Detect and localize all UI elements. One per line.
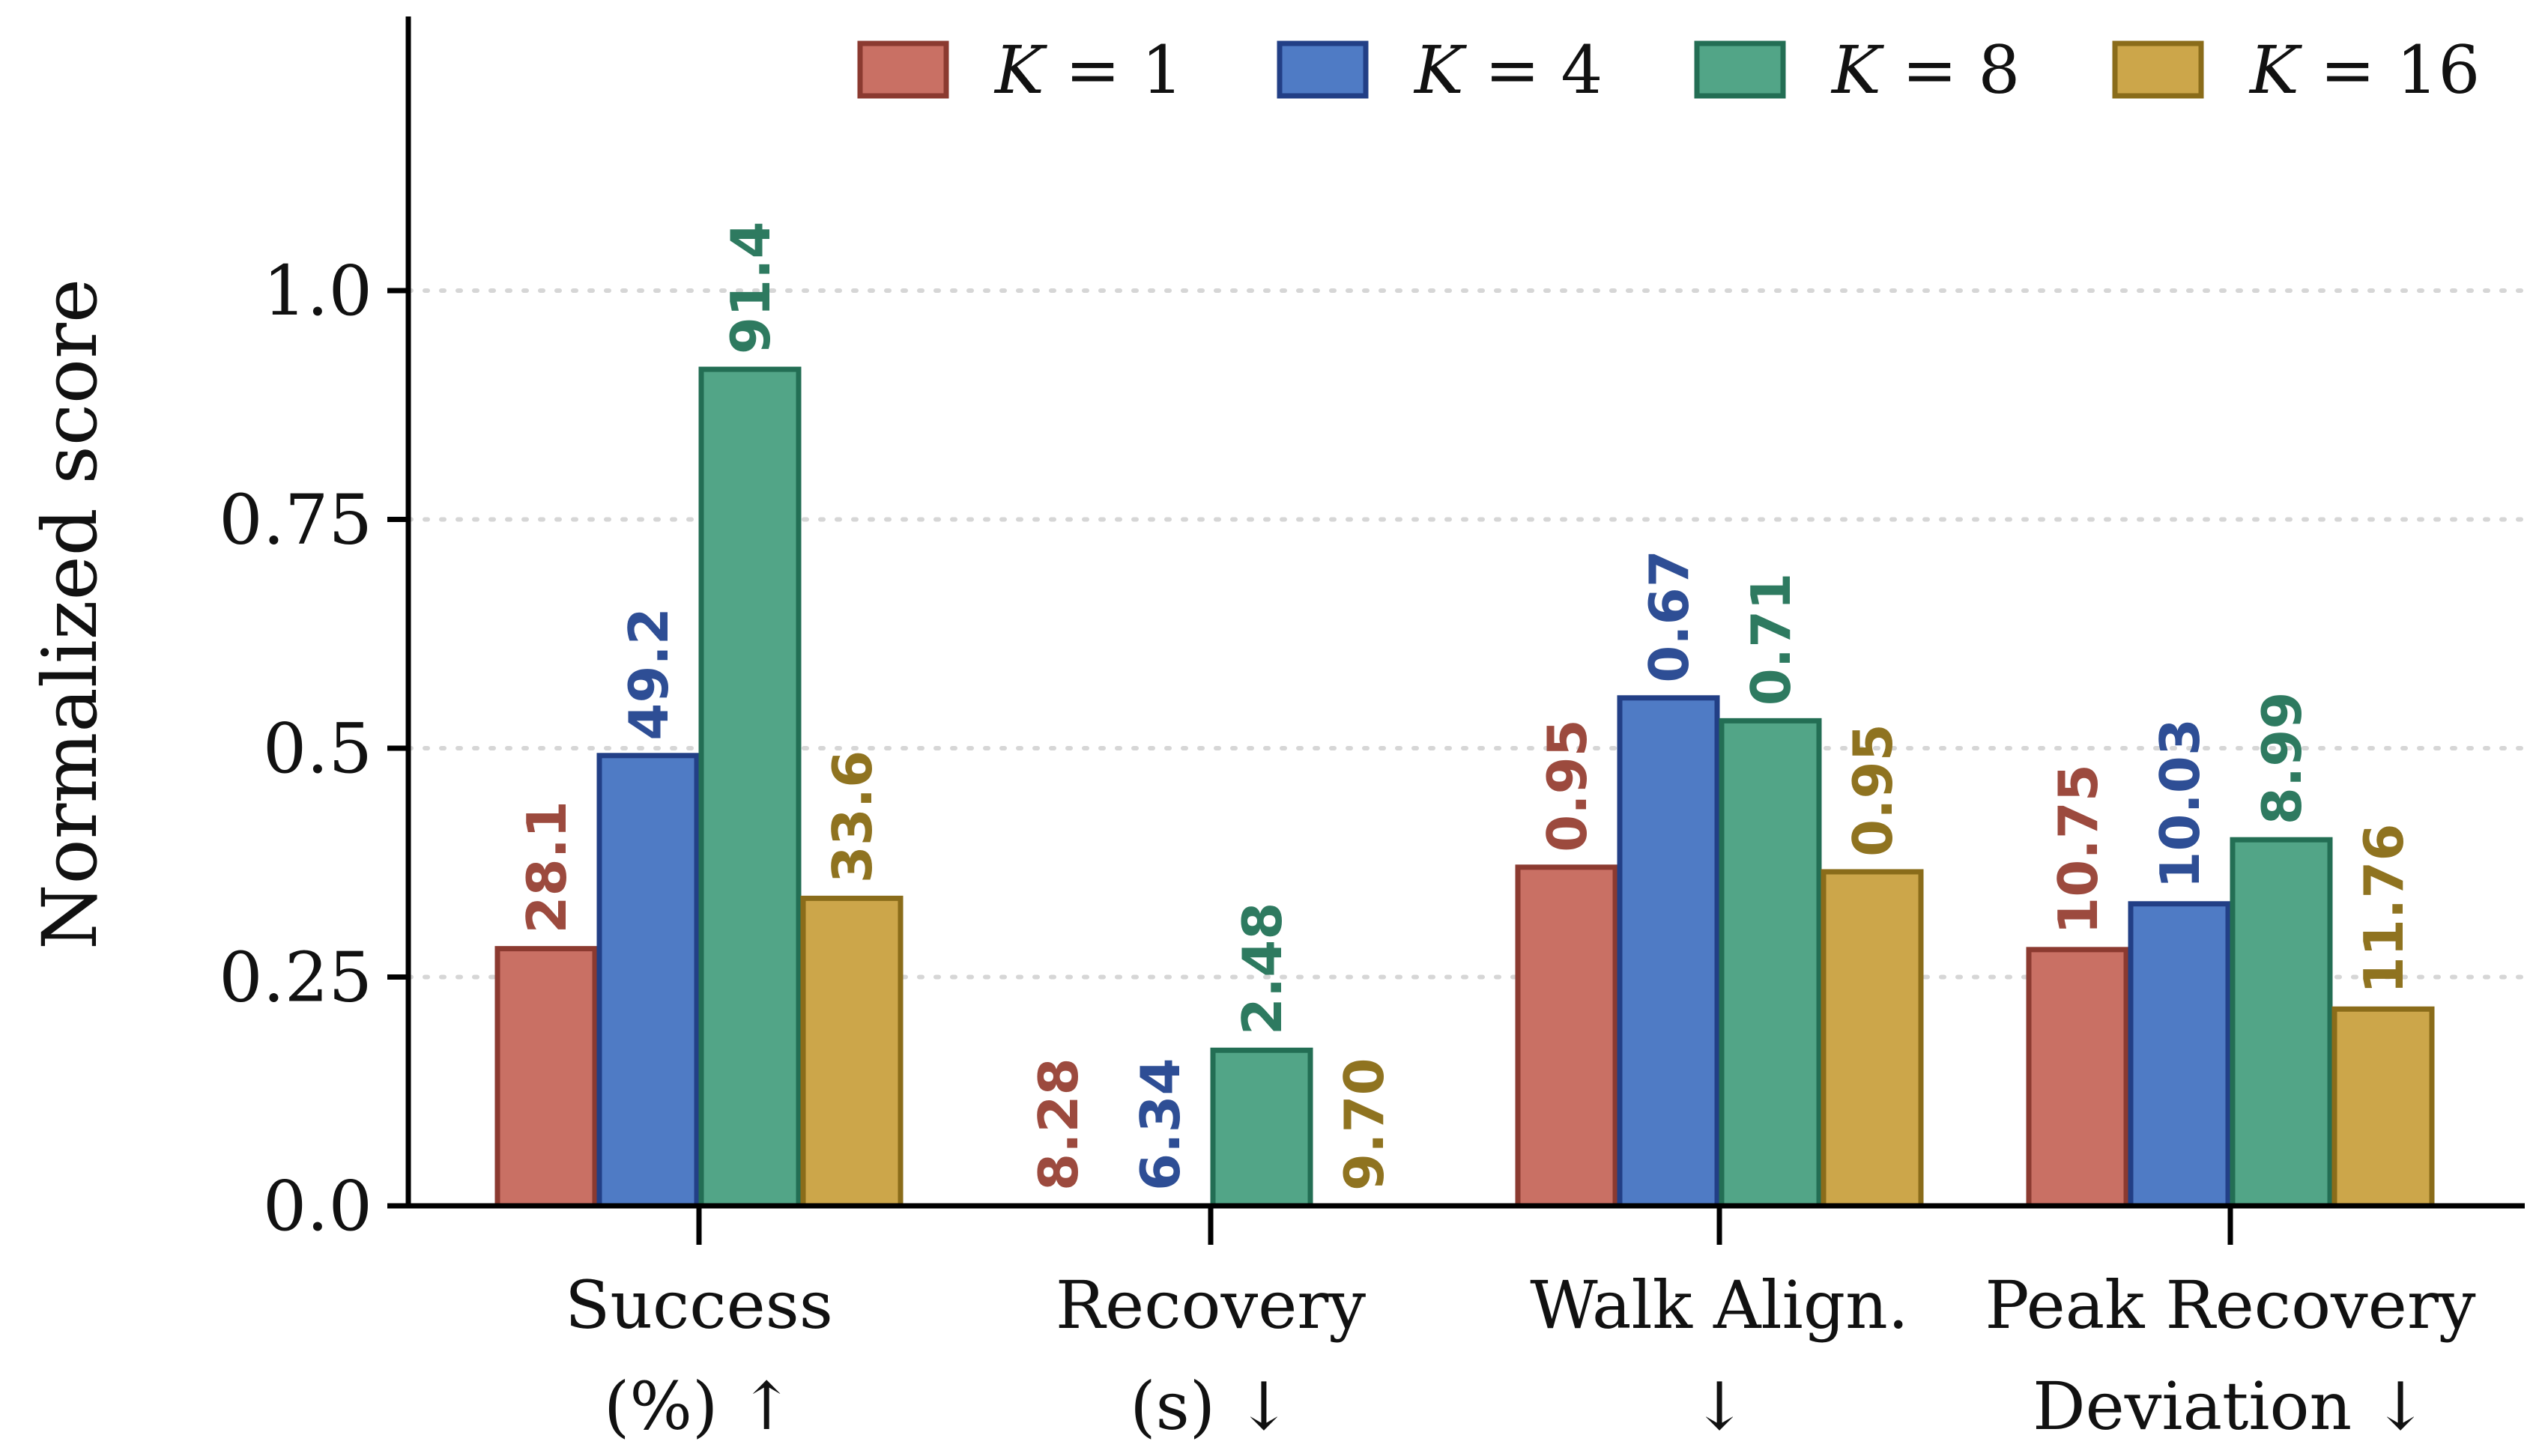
x-tick-label: Success (565, 1267, 833, 1344)
y-tick-label: 0.0 (263, 1166, 372, 1246)
data-label: 0.95 (1536, 719, 1599, 852)
x-tick-label: (%) ↑ (604, 1368, 794, 1445)
x-tick-label: Peak Recovery (1985, 1267, 2476, 1344)
data-label: 33.6 (821, 750, 884, 884)
x-tick-label: Recovery (1056, 1267, 1366, 1344)
bar (698, 366, 802, 1209)
data-label: 6.34 (1129, 1058, 1192, 1191)
legend-swatch (1277, 40, 1369, 99)
legend-swatch (2112, 40, 2204, 99)
bar (800, 895, 904, 1209)
y-tick-label: 1.0 (263, 251, 372, 331)
data-label: 0.95 (1842, 724, 1904, 857)
y-tick-label: 0.25 (219, 938, 372, 1018)
bar (1821, 869, 1924, 1209)
bar (2128, 901, 2231, 1209)
legend-label: K = 4 (1413, 31, 1603, 109)
data-labels: 28.1 49.2 91.4 33.6 8.28 6.34 2.48 9.70 0.95 0.67… (515, 221, 2415, 1191)
data-label: 0.67 (1638, 550, 1701, 683)
bar (2230, 837, 2333, 1209)
bar (2331, 1006, 2435, 1209)
data-label: 10.03 (2149, 718, 2212, 889)
data-label: 9.70 (1333, 1058, 1396, 1191)
bar (1719, 718, 1822, 1209)
bar (494, 946, 598, 1209)
x-tick-label: ↓ (1692, 1368, 1747, 1445)
axes: 0.0 0.25 0.5 0.75 1.0 Success (%) ↑ Recovery (s)… (219, 16, 2525, 1445)
legend-swatch (1694, 40, 1786, 99)
data-label: 8.28 (1027, 1058, 1090, 1191)
bar (1210, 1047, 1313, 1209)
bar (596, 753, 700, 1209)
legend-swatch (857, 40, 949, 99)
y-tick-label: 0.75 (219, 480, 372, 560)
x-tick-label: (s) ↓ (1130, 1368, 1292, 1445)
bar (1515, 864, 1618, 1209)
data-label: 49.2 (617, 607, 680, 741)
data-label: 2.48 (1231, 903, 1294, 1036)
data-label: 28.1 (515, 801, 578, 934)
bar (2026, 947, 2129, 1209)
x-tick-label: Deviation ↓ (2033, 1368, 2428, 1445)
x-tick-label: Walk Align. (1530, 1267, 1909, 1344)
y-axis-title: Normalized score (26, 279, 114, 950)
bar (1617, 695, 1720, 1209)
legend-label: K = 16 (2248, 31, 2480, 109)
legend-label: K = 1 (993, 31, 1183, 109)
data-label: 8.99 (2251, 692, 2313, 825)
data-label: 0.71 (1740, 573, 1803, 706)
legend: K = 1 K = 4 K = 8 K = 16 (857, 31, 2480, 109)
data-label: 91.4 (719, 221, 782, 354)
legend-label: K = 8 (1830, 31, 2020, 109)
data-label: 10.75 (2047, 764, 2110, 935)
y-tick-label: 0.5 (263, 709, 372, 789)
bars (494, 366, 2435, 1209)
data-label: 11.76 (2352, 824, 2415, 995)
